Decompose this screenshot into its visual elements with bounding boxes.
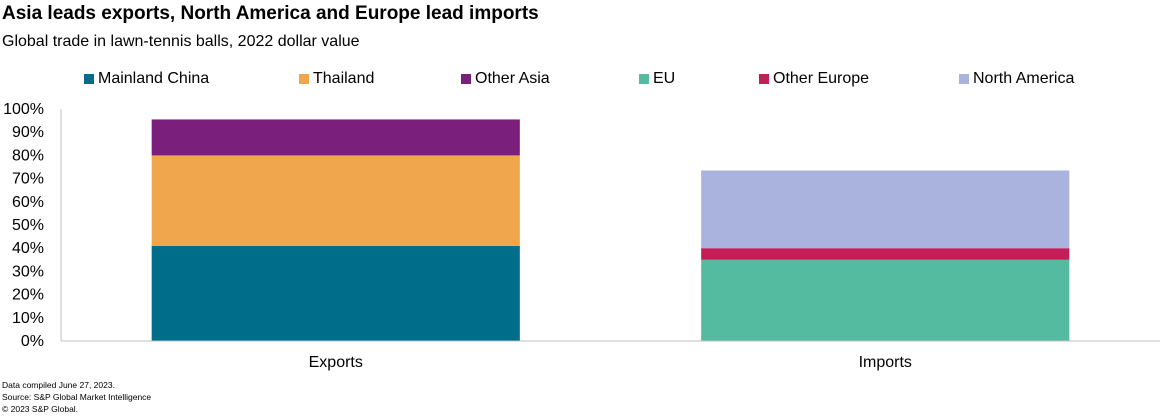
source-note: Source: S&P Global Market Intelligence — [2, 392, 152, 402]
legend-swatch — [299, 74, 309, 84]
legend-label: EU — [653, 70, 676, 87]
bar-segment-other-europe-imports — [701, 248, 1070, 260]
legend-label: Thailand — [313, 70, 375, 87]
legend-item-mainland-china: Mainland China — [84, 70, 209, 88]
legend-item-other-asia: Other Asia — [461, 70, 550, 88]
chart-legend: Mainland China Thailand Other Asia EU Ot… — [0, 70, 1162, 92]
y-tick-label: 50% — [12, 217, 44, 234]
bar-segment-thailand-exports — [151, 155, 520, 246]
legend-item-other-europe: Other Europe — [759, 70, 869, 88]
legend-swatch — [461, 74, 471, 84]
x-tick-label: Exports — [309, 354, 363, 371]
chart-subtitle: Global trade in lawn-tennis balls, 2022 … — [2, 33, 360, 50]
legend-label: Mainland China — [98, 70, 210, 87]
bar-segment-eu-imports — [701, 259, 1070, 341]
bar-segment-mainland-china-exports — [151, 245, 520, 341]
x-tick-label: Imports — [859, 354, 912, 371]
legend-item-eu: EU — [639, 70, 675, 88]
y-tick-label: 10% — [12, 310, 44, 327]
y-tick-label: 80% — [12, 147, 44, 164]
y-tick-label: 40% — [12, 240, 44, 257]
chart-notes: Data compiled June 27, 2023. Source: S&P… — [2, 379, 151, 415]
y-tick-label: 0% — [21, 333, 44, 350]
legend-swatch — [759, 74, 769, 84]
legend-label: Other Asia — [475, 70, 550, 87]
legend-swatch — [639, 74, 649, 84]
bar-segment-other-asia-exports — [151, 119, 520, 156]
copyright-note: © 2023 S&P Global. — [2, 404, 79, 414]
y-tick-label: 100% — [3, 101, 44, 118]
bar-segment-north-america-imports — [701, 170, 1070, 249]
legend-item-north-america: North America — [959, 70, 1074, 88]
y-tick-label: 90% — [12, 124, 44, 141]
legend-swatch — [84, 74, 94, 84]
chart-title: Asia leads exports, North America and Eu… — [2, 3, 539, 24]
y-tick-label: 60% — [12, 194, 44, 211]
data-compiled-note: Data compiled June 27, 2023. — [2, 380, 115, 390]
legend-label: Other Europe — [773, 70, 870, 87]
legend-item-thailand: Thailand — [299, 70, 374, 88]
y-tick-label: 20% — [12, 287, 44, 304]
y-tick-label: 70% — [12, 171, 44, 188]
y-tick-label: 30% — [12, 263, 44, 280]
legend-swatch — [959, 74, 969, 84]
stacked-bar-chart: 0% 10% 20% 30% 40% 50% 60% 70% 80% 90% 100% Exports… — [3, 101, 1160, 371]
legend-label: North America — [973, 70, 1075, 87]
